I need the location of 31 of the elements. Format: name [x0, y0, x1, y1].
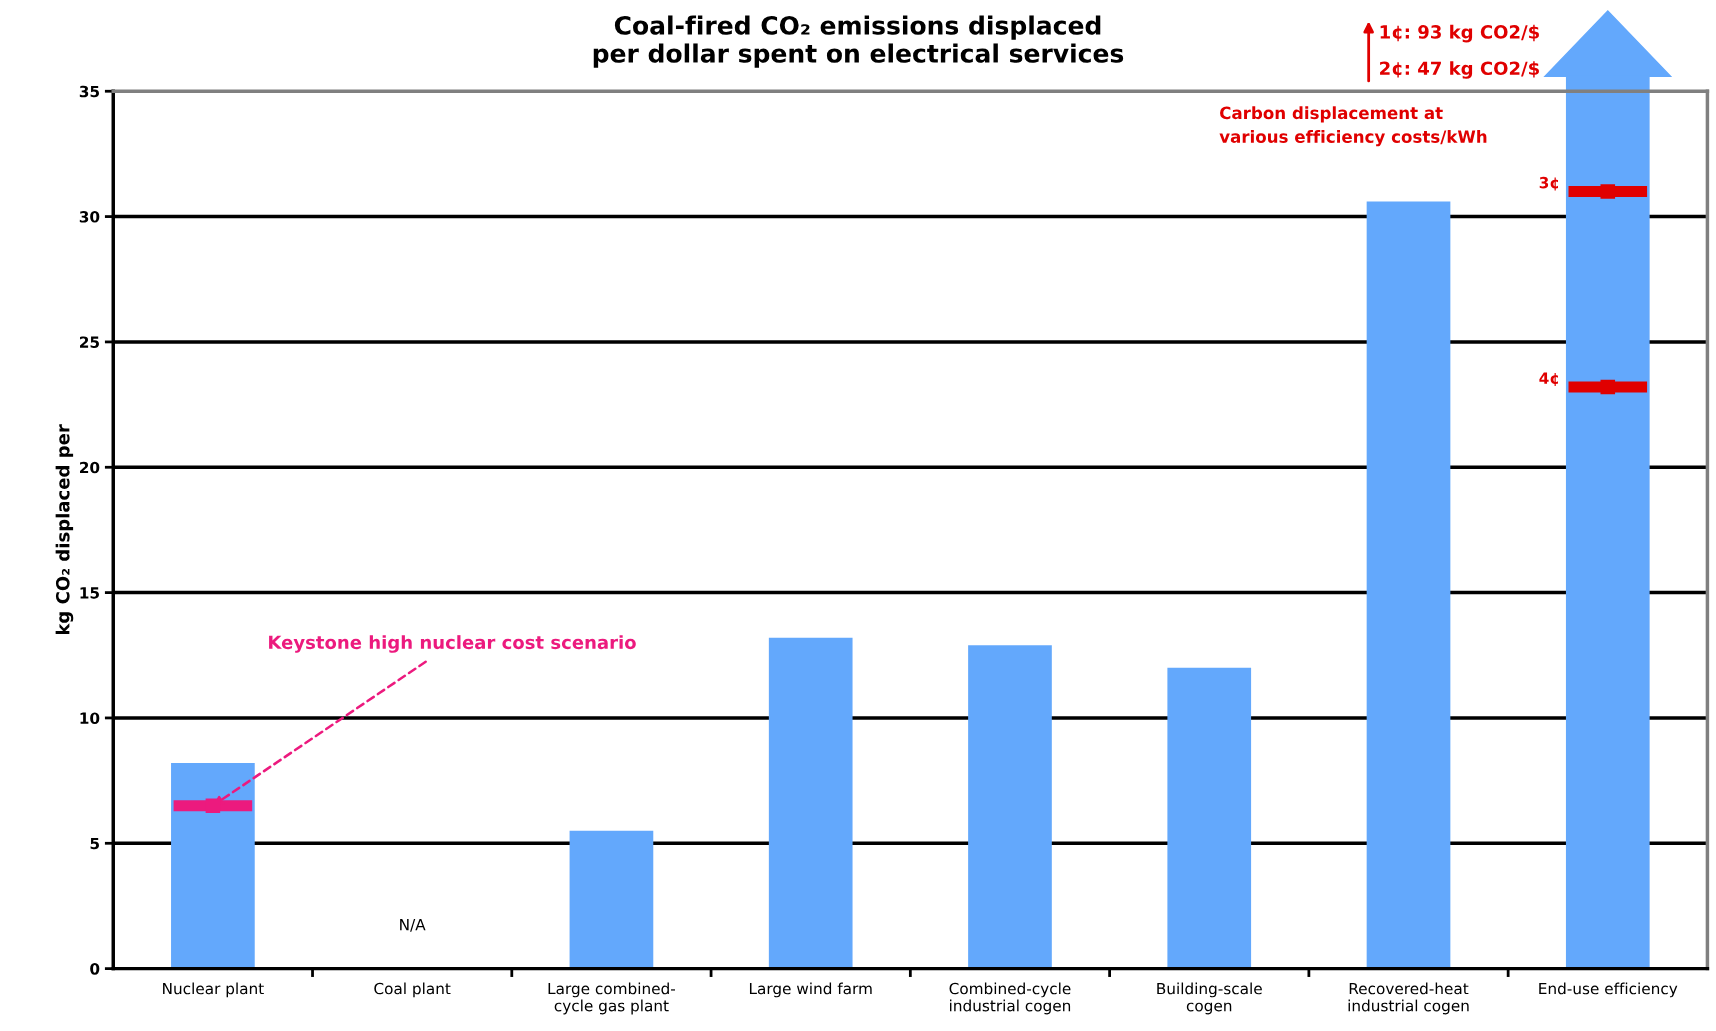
y-tick-label: 10	[80, 712, 100, 724]
bar	[968, 645, 1052, 969]
bar	[1167, 667, 1252, 969]
text: N/A	[400, 919, 426, 932]
bar	[569, 830, 654, 969]
annotation: 3¢	[1539, 176, 1558, 191]
y-axis-title: kg CO₂ displaced per	[55, 424, 74, 635]
bar	[171, 763, 255, 969]
x-tick-label: Nuclear plant	[163, 982, 264, 998]
text: 2¢: 47 kg CO2/$	[1380, 61, 1539, 79]
text: 1¢: 93 kg CO2/$	[1380, 24, 1539, 43]
y-tick-label: 20	[80, 461, 100, 474]
y-tick-label: 5	[90, 837, 99, 850]
x-tick-label: End-use efficiency	[1539, 982, 1678, 998]
x-tick-label: Building-scale cogen	[1157, 982, 1262, 1015]
x-tick-label: Recovered-heat industrial cogen	[1348, 982, 1469, 1015]
x-tick-label: Combined-cycle industrial cogen	[949, 982, 1071, 1015]
annotation: Carbon displacement at various efficiency costs/kWh	[1219, 106, 1487, 147]
chart-title: Coal-fired CO₂ emissions displaced per dollar spent on electrical services	[593, 15, 1124, 68]
x-tick-label: Coal plant	[374, 982, 451, 998]
y-tick-label: 15	[80, 587, 99, 599]
y-tick-label: 25	[80, 336, 99, 348]
y-tick-label: 30	[79, 211, 100, 223]
bar	[1366, 201, 1451, 969]
y-tick-label: 35	[79, 85, 99, 98]
y-tick-label: 0	[90, 963, 100, 975]
bar	[768, 637, 853, 969]
annotation: 4¢	[1539, 372, 1558, 387]
x-tick-label: Large wind farm	[749, 982, 872, 998]
x-tick-label: Large combined- cycle gas plant	[548, 982, 676, 1015]
annotation: Keystone high nuclear cost scenario	[269, 635, 636, 653]
